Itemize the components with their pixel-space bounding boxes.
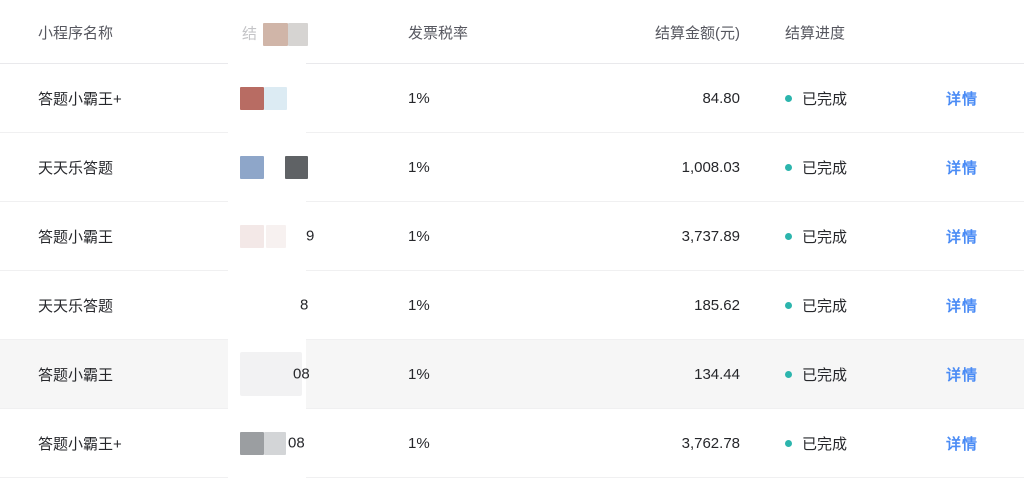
cell-actions: 详情	[940, 364, 1024, 385]
cell-serial-redacted: 08	[238, 340, 408, 408]
cell-amount: 3,762.78	[681, 434, 740, 452]
cell-actions: 详情	[940, 157, 1024, 178]
serial-visible-digits: 08	[293, 365, 310, 383]
redaction-block	[285, 156, 308, 179]
detail-link[interactable]: 详情	[946, 90, 979, 108]
cell-tax-rate: 1%	[408, 227, 430, 245]
cell-miniprogram-name: 天天乐答题	[38, 297, 114, 315]
cell-amount: 84.80	[702, 89, 740, 107]
redaction-block	[240, 432, 264, 455]
settlement-table: 小程序名称 结 发票税率 结算金额(元) 结算进度 答题小霸王+ 1% 84.8…	[0, 0, 1024, 478]
cell-miniprogram-name: 答题小霸王+	[38, 435, 122, 453]
cell-tax-rate: 1%	[408, 89, 430, 107]
table-row-highlighted[interactable]: 答题小霸王 08 1% 134.44 已完成 详情	[0, 340, 1024, 409]
serial-visible-digits: 9	[306, 227, 315, 245]
col-header-serial-partial: 结	[242, 25, 258, 42]
table-row[interactable]: 天天乐答题 1% 1,008.03 已完成 详情	[0, 133, 1024, 202]
status-text: 已完成	[802, 366, 848, 384]
cell-amount: 1,008.03	[681, 158, 740, 176]
col-header-progress: 结算进度	[785, 25, 846, 42]
cell-status: 已完成	[740, 88, 940, 109]
cell-miniprogram-name: 天天乐答题	[38, 159, 114, 177]
serial-visible-digits: 8	[300, 296, 309, 314]
table-header-row: 小程序名称 结 发票税率 结算金额(元) 结算进度	[0, 0, 1024, 64]
cell-serial-redacted: 9	[238, 202, 408, 270]
detail-link[interactable]: 详情	[946, 435, 979, 453]
detail-link[interactable]: 详情	[946, 297, 979, 315]
status-dot-icon	[785, 232, 792, 240]
cell-status: 已完成	[740, 226, 940, 247]
cell-miniprogram-name: 答题小霸王	[38, 228, 114, 246]
detail-link[interactable]: 详情	[946, 228, 979, 246]
status-text: 已完成	[802, 159, 848, 177]
redaction-block	[240, 352, 302, 396]
col-header-miniprogram-name: 小程序名称	[38, 25, 114, 42]
serial-visible-digits: 08	[288, 434, 305, 452]
cell-actions: 详情	[940, 295, 1024, 316]
status-text: 已完成	[802, 435, 848, 453]
cell-serial-redacted: 8	[238, 271, 408, 339]
status-text: 已完成	[802, 228, 848, 246]
cell-serial-redacted	[238, 64, 408, 132]
status-dot-icon	[785, 163, 792, 171]
cell-tax-rate: 1%	[408, 296, 430, 314]
redaction-block	[240, 87, 264, 110]
cell-miniprogram-name: 答题小霸王+	[38, 90, 122, 108]
cell-status: 已完成	[740, 433, 940, 454]
redaction-block	[240, 225, 264, 248]
cell-actions: 详情	[940, 88, 1024, 109]
table-row[interactable]: 天天乐答题 8 1% 185.62 已完成 详情	[0, 271, 1024, 340]
col-header-serial-redacted: 结	[238, 2, 408, 63]
cell-status: 已完成	[740, 295, 940, 316]
status-dot-icon	[785, 370, 792, 378]
redaction-block	[288, 23, 308, 46]
cell-tax-rate: 1%	[408, 365, 430, 383]
cell-amount: 185.62	[694, 296, 740, 314]
cell-tax-rate: 1%	[408, 434, 430, 452]
redaction-block	[264, 87, 287, 110]
status-text: 已完成	[802, 297, 848, 315]
redaction-block	[263, 23, 288, 46]
col-header-tax-rate: 发票税率	[408, 25, 469, 42]
cell-actions: 详情	[940, 433, 1024, 454]
cell-status: 已完成	[740, 157, 940, 178]
cell-tax-rate: 1%	[408, 158, 430, 176]
cell-amount: 134.44	[694, 365, 740, 383]
table-row[interactable]: 答题小霸王+ 1% 84.80 已完成 详情	[0, 64, 1024, 133]
col-header-amount: 结算金额(元)	[655, 25, 740, 42]
cell-status: 已完成	[740, 364, 940, 385]
redaction-block	[266, 225, 286, 248]
status-dot-icon	[785, 301, 792, 309]
detail-link[interactable]: 详情	[946, 366, 979, 384]
cell-miniprogram-name: 答题小霸王	[38, 366, 114, 384]
status-dot-icon	[785, 94, 792, 102]
table-row[interactable]: 答题小霸王+ 08 1% 3,762.78 已完成 详情	[0, 409, 1024, 478]
status-dot-icon	[785, 439, 792, 447]
cell-actions: 详情	[940, 226, 1024, 247]
redaction-block	[240, 156, 264, 179]
detail-link[interactable]: 详情	[946, 159, 979, 177]
cell-amount: 3,737.89	[681, 227, 740, 245]
status-text: 已完成	[802, 90, 848, 108]
cell-serial-redacted: 08	[238, 409, 408, 477]
redaction-block	[264, 432, 286, 455]
cell-serial-redacted	[238, 133, 408, 201]
table-row[interactable]: 答题小霸王 9 1% 3,737.89 已完成 详情	[0, 202, 1024, 271]
